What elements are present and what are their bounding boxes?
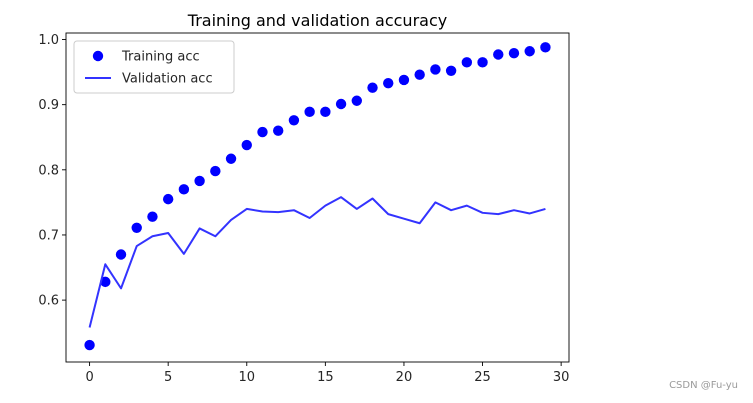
y-tick-label: 0.9 — [38, 98, 59, 113]
x-tick-label: 30 — [553, 370, 570, 385]
legend: Training acc Validation acc — [73, 40, 235, 94]
training-acc-point — [225, 153, 237, 164]
training-acc-point — [194, 175, 205, 187]
training-acc-point — [178, 184, 190, 195]
x-tick-label: 10 — [238, 370, 255, 385]
validation-acc-line — [88, 196, 546, 328]
training-acc-point — [540, 42, 551, 53]
chart-title: Training and validation accuracy — [187, 11, 447, 30]
training-acc-point — [477, 57, 488, 68]
legend-label: Training acc — [121, 50, 200, 65]
training-acc-point — [273, 125, 284, 136]
training-acc-point — [335, 98, 347, 110]
training-acc-point — [241, 139, 252, 151]
axes-frame — [65, 32, 570, 363]
training-acc-point — [304, 106, 315, 118]
training-acc-point — [288, 115, 300, 126]
axes: 0 5 10 15 20 25 30 0.6 0.7 0.8 0.9 1.0 — [38, 32, 570, 385]
training-acc-point — [131, 222, 142, 233]
y-tick-label: 0.7 — [38, 228, 59, 243]
y-tick-label: 0.8 — [38, 163, 59, 178]
x-tick-label: 20 — [396, 370, 413, 385]
training-acc-point — [508, 48, 520, 59]
x-tick-label: 0 — [85, 370, 93, 385]
legend-label: Validation acc — [122, 72, 213, 87]
watermark-label: CSDN @Fu-yu — [669, 380, 738, 391]
training-acc-point — [398, 74, 410, 86]
x-tick-label: 15 — [317, 370, 334, 385]
training-acc-point — [383, 77, 394, 89]
training-acc-point — [84, 339, 95, 351]
training-acc-point — [445, 65, 457, 76]
training-acc-point — [461, 57, 473, 68]
x-tick-label: 25 — [474, 370, 491, 385]
training-acc-point — [430, 64, 441, 75]
training-acc-point — [493, 49, 504, 60]
training-acc-point — [351, 95, 362, 106]
x-tick-label: 5 — [164, 370, 172, 385]
training-acc-point — [257, 126, 268, 138]
training-acc-point — [162, 193, 174, 205]
training-acc-point — [147, 211, 158, 222]
legend-box — [73, 40, 235, 94]
training-acc-point — [320, 106, 331, 118]
y-tick-label: 1.0 — [38, 33, 59, 48]
training-acc-point — [414, 69, 425, 80]
y-tick-label: 0.6 — [38, 294, 59, 309]
plot-area — [84, 42, 551, 351]
legend-dot-marker — [92, 50, 104, 62]
training-acc-point — [115, 249, 127, 260]
training-acc-point — [524, 46, 535, 57]
training-acc-point — [100, 276, 111, 288]
training-acc-point — [367, 82, 378, 93]
training-acc-point — [210, 165, 221, 177]
